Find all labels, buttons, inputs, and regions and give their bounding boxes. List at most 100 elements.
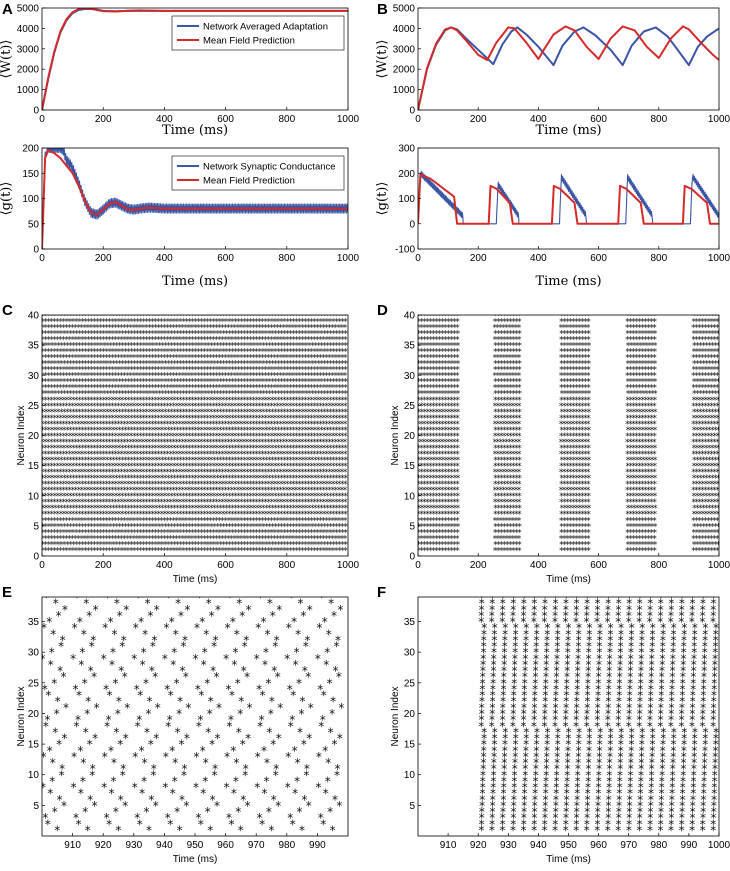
- spike-marker: *: [242, 504, 247, 514]
- x-tick-label: 1000: [337, 114, 360, 125]
- spike-marker: *: [235, 516, 240, 526]
- spike-marker: *: [147, 504, 152, 514]
- spike-marker: *: [43, 504, 48, 514]
- spike-marker: *: [297, 540, 302, 550]
- spike-marker: *: [235, 546, 240, 556]
- spike-marker: *: [79, 546, 84, 556]
- spike-marker: *: [276, 504, 281, 514]
- panel-label-D: D: [377, 302, 388, 319]
- spike-marker: *: [193, 492, 198, 502]
- y-tick-label: 15: [28, 461, 40, 472]
- x-tick-label: 800: [278, 560, 295, 571]
- spike-marker: *: [250, 534, 255, 544]
- spike-marker: *: [128, 546, 133, 556]
- spike-marker: *: [70, 534, 75, 544]
- spike-marker: *: [101, 504, 106, 514]
- spike-marker: *: [217, 540, 222, 550]
- spike-marker: *: [266, 510, 271, 520]
- spike-marker: *: [178, 540, 183, 550]
- spike-marker: *: [125, 516, 130, 526]
- panel-label-F: F: [377, 584, 386, 601]
- spike-marker: *: [119, 534, 124, 544]
- spike-marker: *: [269, 528, 274, 538]
- spike-marker: *: [193, 522, 198, 532]
- x-tick-label: 400: [156, 114, 173, 125]
- panel-label-B: B: [377, 1, 388, 18]
- spike-marker: *: [49, 504, 54, 514]
- spike-marker: *: [89, 510, 94, 520]
- spike-marker: *: [171, 492, 176, 502]
- spike-marker: *: [333, 516, 338, 526]
- spike-marker: *: [98, 510, 103, 520]
- spike-marker: *: [254, 504, 259, 514]
- spike-marker: *: [70, 516, 75, 526]
- spike-marker: *: [300, 522, 305, 532]
- spike-marker: *: [202, 540, 207, 550]
- x-tick-label: 800: [278, 253, 295, 264]
- spike-marker: *: [144, 528, 149, 538]
- spike-marker: *: [269, 510, 274, 520]
- spike-marker: *: [83, 540, 88, 550]
- spike-marker: *: [174, 498, 179, 508]
- spike-marker: *: [337, 540, 342, 550]
- spike-marker: *: [285, 510, 290, 520]
- spike-marker: *: [119, 510, 124, 520]
- spike-marker: *: [137, 516, 142, 526]
- spike-marker: *: [64, 528, 69, 538]
- spike-marker: *: [221, 522, 226, 532]
- spike-marker: *: [76, 516, 81, 526]
- x-tick-label: 600: [590, 114, 607, 125]
- spike-marker: *: [80, 540, 85, 550]
- spike-marker: *: [177, 546, 182, 556]
- spike-marker: *: [101, 528, 106, 538]
- spike-marker: *: [327, 498, 332, 508]
- spike-marker: *: [215, 504, 220, 514]
- spike-marker: *: [306, 534, 311, 544]
- spike-marker: *: [318, 534, 323, 544]
- x-tick-label: 1000: [337, 560, 360, 571]
- spike-marker: *: [223, 516, 228, 526]
- spike-marker: *: [312, 504, 317, 514]
- spike-marker: *: [71, 522, 76, 532]
- spike-marker: *: [260, 522, 265, 532]
- spike-marker: *: [218, 522, 223, 532]
- spike-marker: *: [49, 546, 54, 556]
- spike-marker: *: [331, 540, 336, 550]
- spike-marker: *: [306, 498, 311, 508]
- spike-marker: *: [297, 498, 302, 508]
- spike-marker: *: [232, 516, 237, 526]
- spike-marker: *: [199, 516, 204, 526]
- spike-marker: *: [73, 510, 78, 520]
- spike-marker: *: [98, 522, 103, 532]
- spike-marker: *: [196, 498, 201, 508]
- spike-marker: *: [251, 540, 256, 550]
- y-tick-label: 5: [33, 521, 39, 532]
- spike-marker: *: [40, 510, 45, 520]
- spike-marker: *: [315, 516, 320, 526]
- spike-marker: *: [85, 498, 90, 508]
- spike-marker: *: [239, 528, 244, 538]
- spike-marker: *: [312, 540, 317, 550]
- y-tick-label: 100: [398, 194, 415, 205]
- spike-marker: *: [168, 540, 173, 550]
- spike-marker: *: [333, 534, 338, 544]
- spike-marker: *: [248, 540, 253, 550]
- spike-marker: *: [153, 534, 158, 544]
- spike-marker: *: [187, 540, 192, 550]
- spike-marker: *: [272, 540, 277, 550]
- spike-marker: *: [73, 534, 78, 544]
- spike-marker: *: [318, 528, 323, 538]
- spike-marker: *: [128, 534, 133, 544]
- plot-area: ****************************************…: [418, 315, 719, 556]
- spike-marker: *: [284, 528, 289, 538]
- spike-marker: *: [269, 546, 274, 556]
- spike-marker: *: [129, 540, 134, 550]
- spike-marker: *: [270, 522, 275, 532]
- y-tick-label: 0: [409, 219, 415, 230]
- spike-marker: *: [92, 492, 97, 502]
- spike-marker: *: [187, 528, 192, 538]
- plot-frame-B: [417, 7, 720, 111]
- spike-marker: *: [73, 528, 78, 538]
- spike-marker: *: [129, 510, 134, 520]
